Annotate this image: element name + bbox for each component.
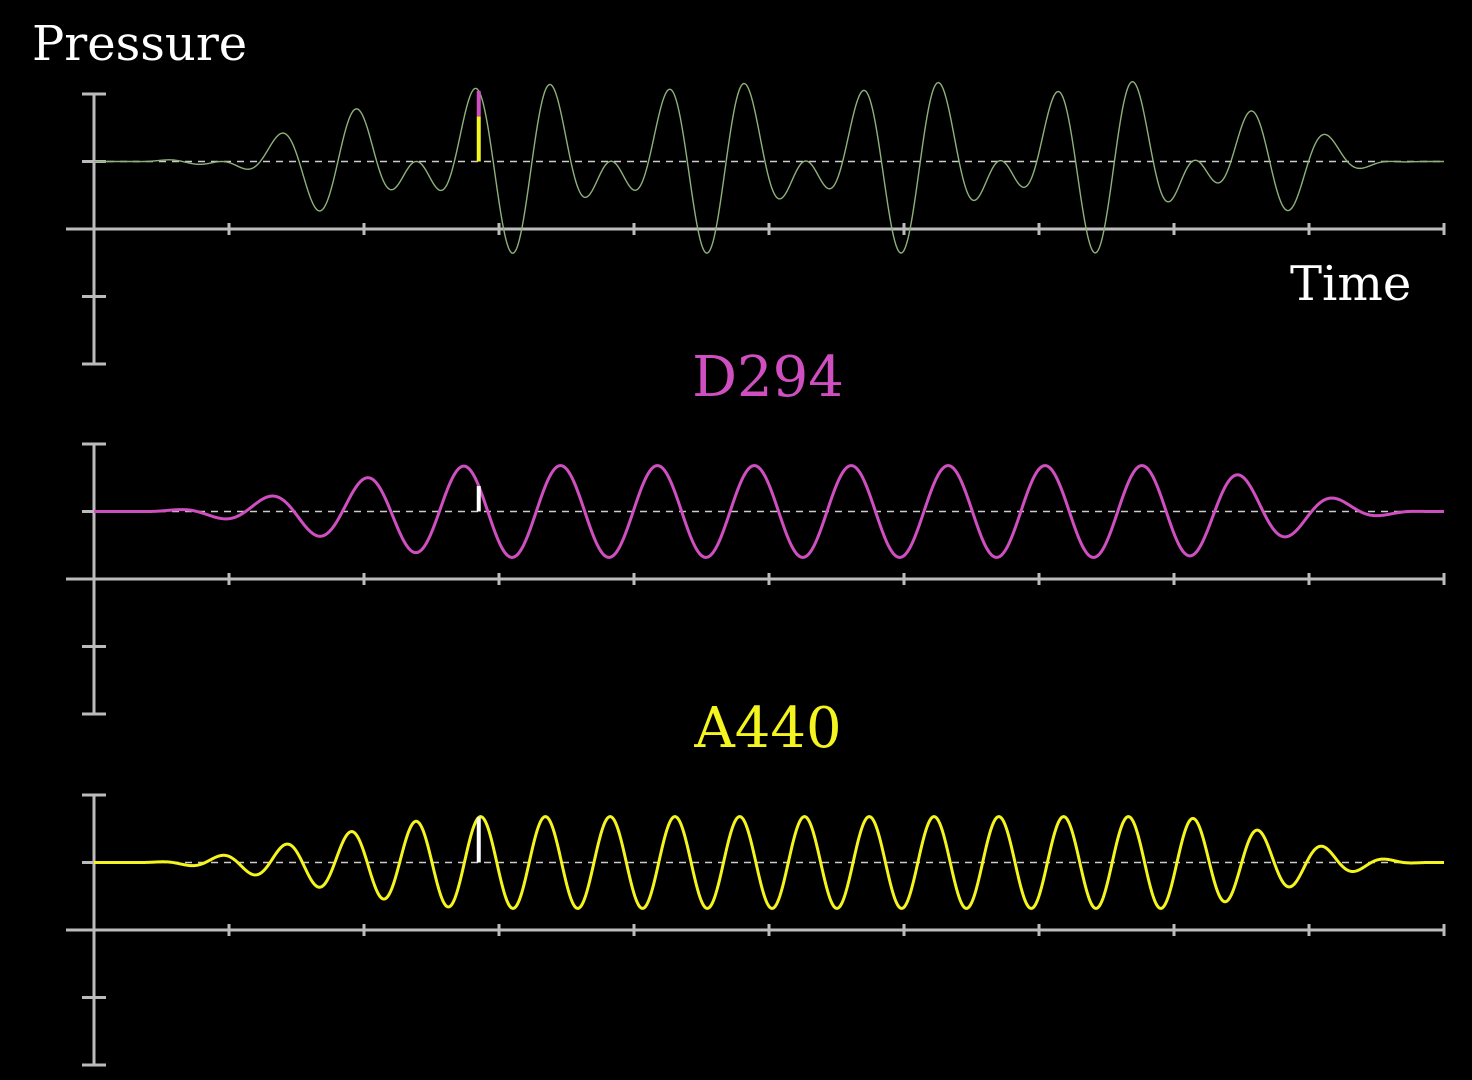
series-line-combined [94,81,1444,254]
a440-title: A440 [693,696,841,761]
x-axis-label: Time [1290,256,1411,312]
series-line-d294 [93,464,1445,559]
series-line-a440 [93,815,1445,910]
y-axis-label: Pressure [32,16,247,72]
combined-wave-panel [66,81,1446,366]
d294-title: D294 [692,345,844,410]
a440-wave-panel [66,793,1446,1067]
d294-wave-panel [66,442,1446,716]
